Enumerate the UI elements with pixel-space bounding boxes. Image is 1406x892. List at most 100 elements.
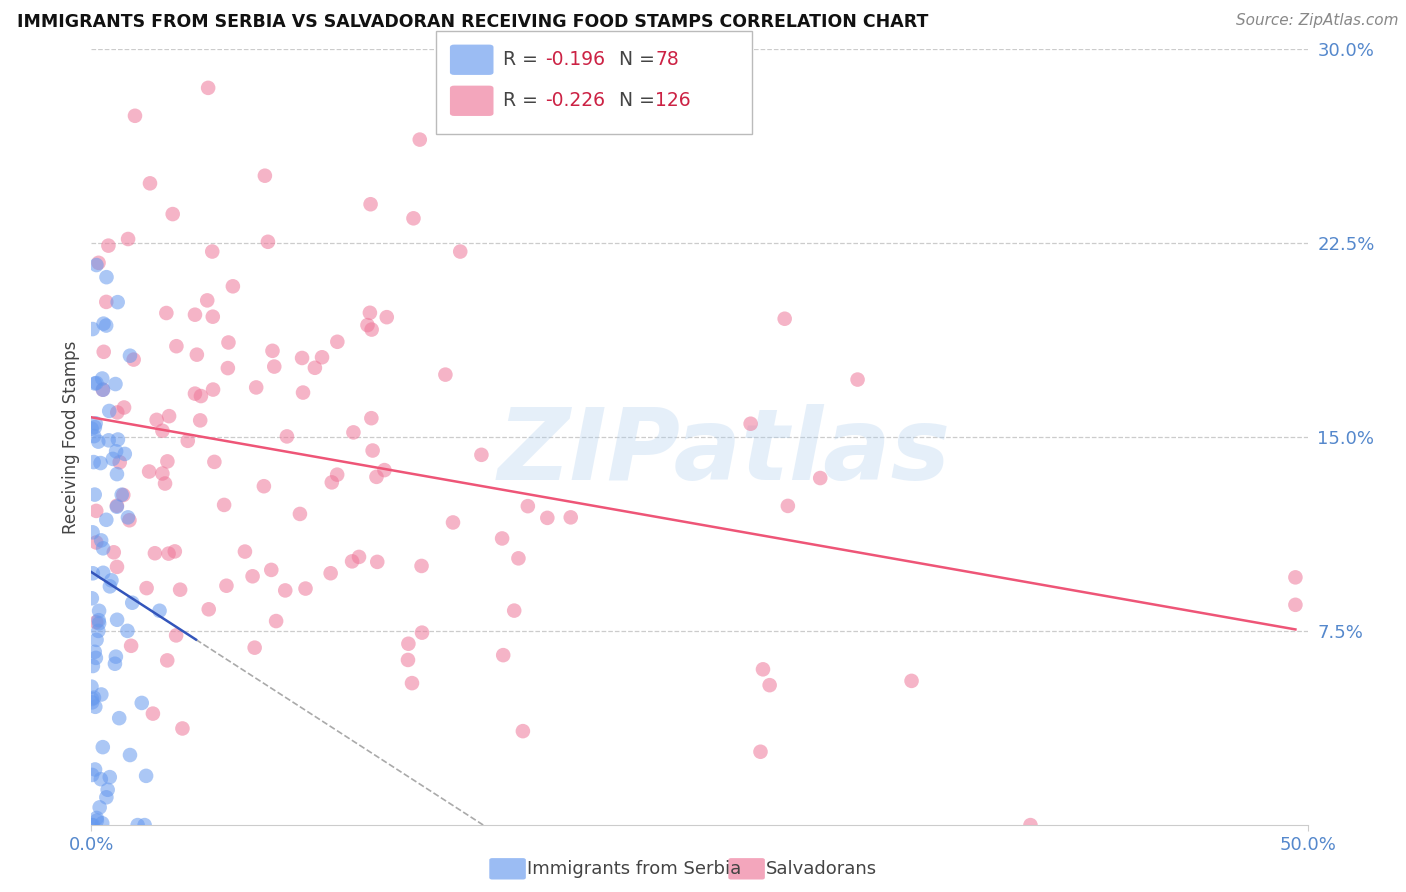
Point bbox=[90, 688, 112, 702]
Point bbox=[84, 763, 107, 777]
Point bbox=[84, 504, 107, 518]
Point bbox=[91, 371, 114, 385]
Text: R =: R = bbox=[503, 91, 544, 111]
Point bbox=[411, 625, 433, 640]
Point bbox=[96, 270, 118, 285]
Point bbox=[118, 513, 141, 527]
Point bbox=[108, 711, 131, 725]
Point bbox=[97, 782, 120, 797]
Point bbox=[359, 306, 381, 320]
Point bbox=[118, 349, 141, 363]
Point bbox=[347, 549, 370, 564]
Point bbox=[84, 417, 107, 431]
Point bbox=[1019, 818, 1042, 832]
Point bbox=[86, 632, 108, 647]
Point bbox=[91, 541, 114, 556]
Point bbox=[165, 628, 187, 642]
Point bbox=[243, 640, 266, 655]
Text: 126: 126 bbox=[655, 91, 690, 111]
Point bbox=[103, 545, 125, 559]
Point bbox=[202, 383, 225, 397]
Point bbox=[114, 447, 136, 461]
Point bbox=[96, 318, 118, 333]
Point bbox=[740, 417, 762, 431]
Point bbox=[83, 690, 105, 705]
Point bbox=[90, 772, 112, 787]
Point bbox=[127, 818, 149, 832]
Point bbox=[1284, 570, 1306, 584]
Point bbox=[776, 499, 799, 513]
Point bbox=[396, 637, 419, 651]
Text: Salvadorans: Salvadorans bbox=[766, 860, 877, 878]
Point bbox=[758, 678, 780, 692]
Point bbox=[157, 547, 180, 561]
Point bbox=[245, 380, 267, 394]
Point bbox=[83, 429, 105, 443]
Point bbox=[169, 582, 191, 597]
Point bbox=[152, 424, 174, 438]
Point bbox=[326, 467, 349, 482]
Point bbox=[326, 334, 349, 349]
Point bbox=[157, 409, 180, 424]
Point bbox=[177, 434, 200, 448]
Text: ZIPatlas: ZIPatlas bbox=[498, 404, 950, 501]
Point bbox=[89, 616, 111, 631]
Point bbox=[409, 132, 432, 146]
Point bbox=[87, 624, 110, 638]
Point bbox=[105, 405, 128, 419]
Point bbox=[292, 385, 315, 400]
Point bbox=[80, 692, 103, 706]
Point bbox=[86, 814, 108, 828]
Point bbox=[536, 511, 558, 525]
Point bbox=[491, 532, 513, 546]
Point bbox=[360, 322, 382, 336]
Point bbox=[96, 294, 118, 309]
Point bbox=[90, 533, 112, 548]
Text: N =: N = bbox=[619, 50, 661, 70]
Point bbox=[294, 582, 316, 596]
Point bbox=[82, 659, 104, 673]
Point bbox=[356, 318, 378, 332]
Point bbox=[190, 389, 212, 403]
Point bbox=[752, 662, 775, 676]
Point bbox=[87, 256, 110, 270]
Point bbox=[396, 653, 419, 667]
Point bbox=[96, 790, 118, 805]
Point bbox=[197, 602, 219, 616]
Point bbox=[184, 386, 207, 401]
Y-axis label: Receiving Food Stamps: Receiving Food Stamps bbox=[62, 341, 80, 533]
Point bbox=[82, 818, 104, 832]
Point bbox=[1284, 598, 1306, 612]
Point bbox=[434, 368, 457, 382]
Point bbox=[91, 566, 114, 580]
Point bbox=[104, 377, 127, 392]
Point bbox=[311, 351, 333, 365]
Point bbox=[846, 373, 869, 387]
Point bbox=[135, 581, 157, 595]
Point bbox=[342, 425, 364, 440]
Point bbox=[150, 467, 173, 481]
Point bbox=[366, 470, 388, 484]
Point bbox=[89, 800, 111, 814]
Point bbox=[319, 566, 342, 581]
Point bbox=[148, 604, 170, 618]
Point bbox=[96, 513, 118, 527]
Point bbox=[86, 376, 108, 390]
Point bbox=[105, 560, 128, 574]
Point bbox=[156, 454, 179, 468]
Point bbox=[276, 429, 298, 443]
Point bbox=[165, 339, 187, 353]
Point bbox=[217, 335, 239, 350]
Point bbox=[108, 455, 131, 469]
Point bbox=[506, 120, 529, 134]
Point bbox=[97, 238, 120, 252]
Point bbox=[105, 500, 128, 514]
Text: N =: N = bbox=[619, 91, 661, 111]
Point bbox=[288, 507, 311, 521]
Point bbox=[138, 465, 160, 479]
Point bbox=[134, 818, 156, 832]
Point bbox=[156, 653, 179, 667]
Text: -0.226: -0.226 bbox=[546, 91, 606, 111]
Point bbox=[155, 306, 177, 320]
Point bbox=[304, 360, 326, 375]
